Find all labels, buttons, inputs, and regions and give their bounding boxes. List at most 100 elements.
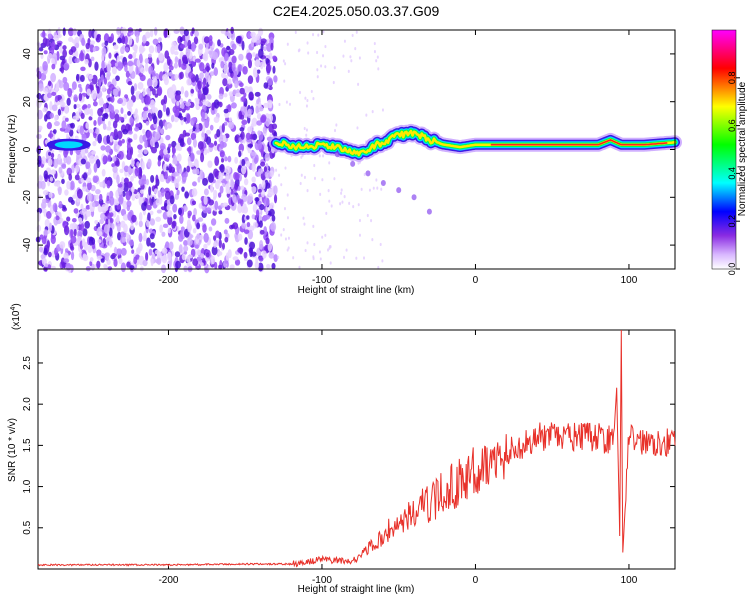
heatmap-noise-cell bbox=[217, 39, 221, 47]
heatmap-noise-cell bbox=[205, 129, 212, 135]
heatmap-noise-cell bbox=[166, 251, 172, 262]
heatmap-noise-cell bbox=[144, 139, 148, 149]
heatmap-noise-cell bbox=[306, 188, 309, 193]
heatmap-noise-cell bbox=[109, 110, 116, 120]
heatmap-noise-cell bbox=[40, 180, 46, 190]
heatmap-noise-cell bbox=[79, 125, 85, 136]
heatmap-noise-cell bbox=[119, 168, 124, 174]
heatmap-noise-cell bbox=[70, 199, 75, 205]
heatmap-noise-cell bbox=[250, 31, 256, 38]
heatmap-noise-cell bbox=[357, 82, 360, 86]
heatmap-noise-cell bbox=[78, 231, 83, 237]
heatmap-noise-cell bbox=[181, 173, 187, 183]
heatmap-noise-cell bbox=[135, 123, 141, 128]
heatmap-noise-cell bbox=[42, 30, 46, 39]
heatmap-noise-cell bbox=[38, 47, 44, 52]
heatmap-noise-cell bbox=[161, 231, 166, 237]
heatmap-noise-cell bbox=[358, 56, 361, 60]
heatmap-noise-cell bbox=[345, 248, 348, 252]
heatmap-noise-cell bbox=[263, 46, 267, 52]
snr-frame bbox=[37, 329, 676, 570]
heatmap-noise-cell bbox=[149, 210, 154, 216]
heatmap-noise-cell bbox=[44, 263, 49, 268]
heatmap-noise-cell bbox=[170, 114, 175, 123]
heatmap-noise-cell bbox=[303, 126, 306, 131]
heatmap-noise-cell bbox=[203, 147, 208, 156]
heatmap-noise-cell bbox=[202, 68, 207, 74]
heatmap-noise-cell bbox=[42, 107, 48, 113]
heatmap-noise-cell bbox=[85, 122, 89, 130]
heatmap-noise-cell bbox=[177, 175, 182, 182]
heatmap-noise-cell bbox=[199, 72, 204, 79]
heatmap-noise-cell bbox=[224, 236, 229, 243]
heatmap-noise-cell bbox=[379, 242, 382, 247]
heatmap-noise-cell bbox=[366, 213, 369, 218]
heatmap-noise-cell bbox=[248, 93, 254, 98]
colorbar-tick-label: 0.6 bbox=[727, 119, 737, 132]
heatmap-noise-cell bbox=[168, 143, 172, 148]
heatmap-noise-cell bbox=[179, 138, 185, 147]
heatmap-noise-cell bbox=[196, 248, 201, 256]
heatmap-noise-cell bbox=[74, 42, 80, 49]
heatmap-noise-cell bbox=[40, 53, 44, 60]
heatmap-noise-cell bbox=[200, 247, 205, 255]
heatmap-noise-cell bbox=[219, 185, 224, 194]
heatmap-noise-cell bbox=[286, 193, 289, 197]
heatmap-noise-cell bbox=[157, 190, 162, 198]
heatmap-noise-cell bbox=[127, 80, 133, 86]
heatmap-noise-cell bbox=[67, 87, 73, 98]
heatmap-noise-cell bbox=[162, 223, 169, 228]
heatmap-noise-cell bbox=[80, 112, 85, 120]
heatmap-noise-cell bbox=[46, 121, 52, 130]
heatmap-y-tick-label: 0 bbox=[22, 146, 33, 152]
heatmap-noise-cell bbox=[223, 134, 227, 142]
heatmap-noise-cell bbox=[106, 195, 110, 202]
heatmap-noise-cell bbox=[287, 236, 290, 240]
heatmap-noise-cell bbox=[313, 176, 316, 180]
heatmap-noise-cell bbox=[150, 174, 155, 183]
heatmap-noise-cell bbox=[260, 115, 267, 124]
heatmap-noise-cell bbox=[42, 37, 48, 46]
heatmap-noise-cell bbox=[202, 86, 209, 95]
heatmap-noise-cell bbox=[201, 112, 206, 120]
heatmap-noise-cell bbox=[161, 247, 168, 254]
heatmap-noise-cell bbox=[352, 204, 355, 209]
heatmap-noise-cell bbox=[60, 101, 66, 108]
heatmap-noise-cell bbox=[237, 233, 243, 241]
heatmap-noise-cell bbox=[113, 258, 118, 267]
heatmap-noise-cell bbox=[40, 254, 46, 260]
heatmap-noise-cell bbox=[162, 74, 168, 82]
heatmap-noise-cell bbox=[117, 130, 123, 140]
heatmap-noise-cell bbox=[240, 131, 245, 140]
heatmap-noise-cell bbox=[240, 185, 245, 191]
heatmap-noise-cell bbox=[42, 60, 48, 71]
heatmap-noise-cell bbox=[247, 143, 254, 148]
heatmap-noise-cell bbox=[191, 200, 197, 206]
heatmap-noise-cell bbox=[144, 58, 149, 64]
heatmap-noise-cell bbox=[61, 163, 67, 169]
heatmap-noise-cell bbox=[258, 48, 264, 59]
heatmap-noise-cell bbox=[85, 204, 91, 210]
heatmap-noise-cell bbox=[80, 158, 87, 165]
heatmap-noise-cell bbox=[137, 144, 143, 150]
heatmap-noise-cell bbox=[228, 91, 234, 97]
heatmap-noise-cell bbox=[258, 220, 263, 228]
heatmap-noise-cell bbox=[299, 181, 302, 186]
heatmap-noise-cell bbox=[195, 98, 200, 106]
snr-y-tick-label: 1.5 bbox=[22, 438, 33, 452]
heatmap-noise-cell bbox=[176, 189, 180, 196]
heatmap-noise-cell bbox=[148, 45, 155, 54]
heatmap-noise-cell bbox=[149, 233, 155, 240]
heatmap-noise-cell bbox=[50, 72, 57, 83]
heatmap-noise-cell bbox=[305, 128, 308, 132]
heatmap-secondary-point bbox=[334, 151, 340, 158]
heatmap-noise-cell bbox=[48, 191, 53, 199]
heatmap-noise-cell bbox=[232, 256, 239, 261]
heatmap-noise-cell bbox=[135, 65, 139, 75]
heatmap-noise-cell bbox=[159, 143, 166, 150]
heatmap-noise-cell bbox=[204, 71, 210, 80]
heatmap-noise-cell bbox=[201, 132, 205, 138]
heatmap-noise-cell bbox=[116, 248, 122, 256]
heatmap-noise-cell bbox=[157, 37, 162, 42]
heatmap-noise-cell bbox=[204, 118, 210, 129]
